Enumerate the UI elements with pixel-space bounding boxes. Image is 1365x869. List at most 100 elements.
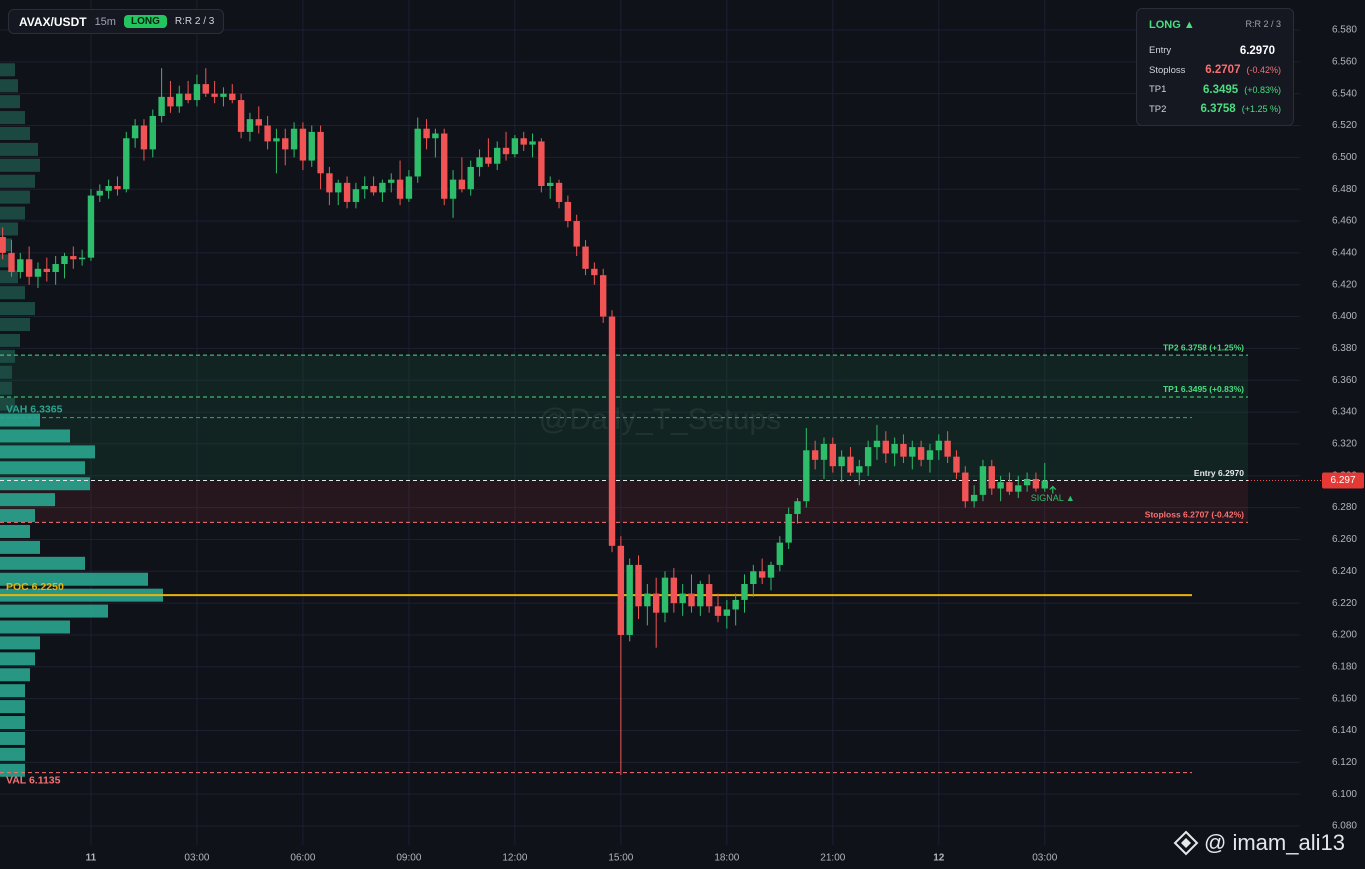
candle-body [988, 466, 995, 489]
y-tick-label: 6.080 [1332, 821, 1357, 832]
y-tick-label: 6.420 [1332, 279, 1357, 290]
credit-logo [1173, 830, 1199, 856]
candle-body [547, 182, 554, 187]
candle-body [202, 84, 209, 94]
candle-body [123, 138, 130, 190]
profile-bar [0, 302, 35, 316]
symbol: AVAX/USDT [19, 14, 87, 29]
candle-body [953, 456, 960, 473]
candle-body [299, 128, 307, 161]
candle-body [608, 316, 616, 546]
x-tick-label: 12 [933, 853, 945, 864]
candle-body [538, 141, 545, 187]
candle-body [555, 182, 563, 202]
profile-bar [0, 684, 25, 698]
profile-bar [0, 95, 20, 109]
y-tick-label: 6.140 [1332, 725, 1357, 736]
level-label: TP1 6.3495 (+0.83%) [1163, 384, 1244, 394]
candle-body [405, 176, 413, 199]
candle-body [626, 564, 633, 635]
signal-label: SIGNAL ▲ [1031, 493, 1075, 503]
candle-body [220, 93, 227, 97]
candle-body [158, 96, 165, 116]
candle-body [811, 450, 819, 460]
candle-body [43, 268, 51, 272]
y-tick-label: 6.200 [1332, 630, 1357, 641]
y-tick-label: 6.240 [1332, 566, 1357, 577]
y-tick-label: 6.360 [1332, 375, 1357, 386]
candle-body [829, 443, 837, 467]
candle-body [467, 166, 474, 190]
profile-bar [0, 445, 95, 459]
candle-body [573, 221, 580, 247]
candle-body [264, 125, 271, 142]
candle-body [688, 593, 695, 607]
y-tick-label: 6.180 [1332, 661, 1357, 672]
profile-bar [0, 731, 25, 745]
candle-body [423, 128, 430, 139]
profile-bar [0, 493, 55, 507]
candle-body [723, 609, 731, 616]
candle-body [485, 157, 492, 164]
profile-bar [0, 763, 25, 777]
y-tick-label: 6.540 [1332, 88, 1357, 99]
y-tick-label: 6.560 [1332, 56, 1357, 67]
y-tick-label: 6.220 [1332, 598, 1357, 609]
candle-body [820, 443, 828, 460]
candle-body [476, 157, 483, 167]
candle-body [864, 447, 872, 467]
info-row: Entry 6.2970 [1149, 41, 1281, 61]
info-label: Entry [1149, 45, 1172, 57]
signal-arrow [1049, 485, 1057, 494]
candle-body [149, 115, 156, 150]
candle-body [308, 131, 315, 161]
y-tick-label: 6.580 [1332, 25, 1357, 36]
level-label: Stoploss 6.2707 (-0.42%) [1145, 510, 1244, 520]
profile-bar [0, 556, 85, 570]
candle-body [343, 182, 351, 202]
credit: @ imam_ali13 [1173, 830, 1345, 856]
profile-bar [0, 572, 148, 586]
profile-bar [0, 636, 40, 650]
candle-body [61, 256, 68, 265]
info-top: LONG ▲ R:R 2 / 3 [1149, 19, 1281, 31]
candle-body [679, 593, 686, 604]
candle-body [211, 93, 218, 97]
candle-body [449, 179, 457, 199]
candle-body [1041, 480, 1048, 489]
candle-body [176, 93, 183, 107]
profile-bar [0, 604, 108, 618]
candle-body [520, 138, 527, 145]
candle-body [529, 141, 536, 145]
candle-body [335, 182, 342, 193]
candle-body [714, 606, 722, 616]
candle-body [767, 564, 775, 578]
candle-body [361, 186, 368, 190]
candle-body [776, 542, 784, 565]
candle-body [900, 443, 907, 457]
candle-body [944, 440, 951, 457]
level-label: VAL 6.1135 [6, 774, 61, 786]
profile-bar [0, 318, 30, 332]
profile-bar [0, 254, 10, 268]
candle-body [52, 264, 59, 272]
x-tick-label: 15:00 [608, 853, 633, 864]
candle-body [1006, 482, 1013, 492]
y-tick-label: 6.460 [1332, 216, 1357, 227]
info-row: Stoploss 6.2707 (-0.42%) [1149, 61, 1281, 81]
level-label: Entry 6.2970 [1194, 468, 1244, 478]
info-side: LONG ▲ [1149, 19, 1195, 31]
candle-body [661, 577, 669, 613]
credit-logo-core [1181, 838, 1191, 848]
y-tick-label: 6.400 [1332, 311, 1357, 322]
candle-body [326, 173, 333, 193]
candle-body [105, 186, 112, 191]
profile-bar [0, 111, 25, 125]
candle-body [432, 133, 439, 139]
x-tick-label: 11 [86, 853, 97, 864]
candle-body [131, 125, 139, 139]
info-row: TP1 6.3495 (+0.83%) [1149, 80, 1281, 100]
candle-body [935, 440, 942, 451]
price-tag [1322, 472, 1364, 489]
profile-bar [0, 158, 40, 172]
